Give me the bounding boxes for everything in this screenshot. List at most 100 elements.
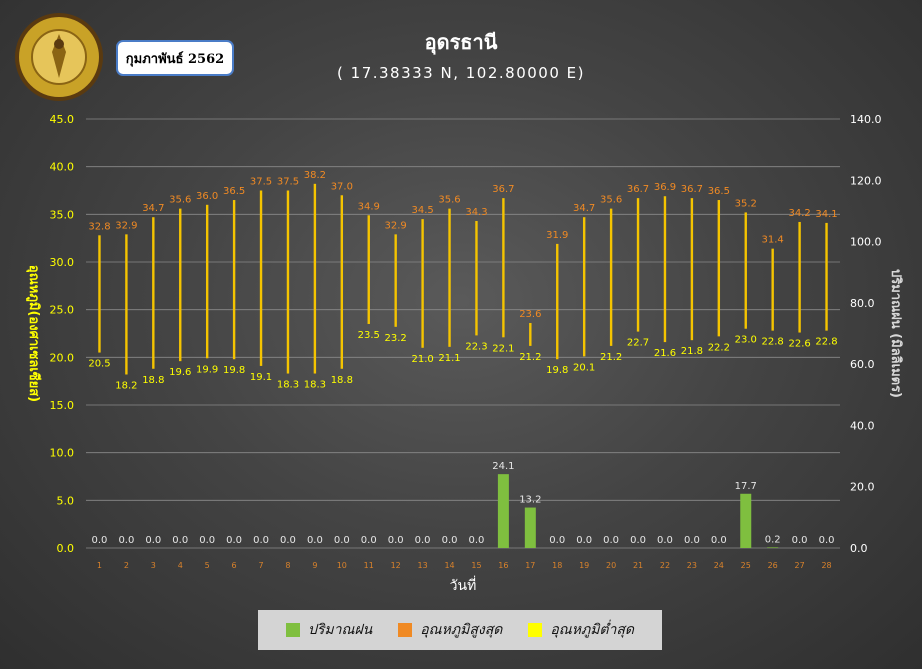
rain-bar <box>524 507 536 548</box>
x-axis-tick-label: 5 <box>205 561 210 570</box>
right-axis-tick-label: 80.0 <box>850 297 875 310</box>
legend-swatch-max <box>398 623 413 637</box>
rain-data-label: 0.0 <box>92 535 108 546</box>
rain-data-label: 0.0 <box>549 535 565 546</box>
temperature-range-bar <box>313 183 317 374</box>
max-temp-label: 37.0 <box>331 181 353 192</box>
max-temp-label: 38.2 <box>304 170 326 181</box>
x-axis-tick-label: 24 <box>714 561 724 570</box>
min-temp-label: 21.0 <box>411 354 433 365</box>
max-temp-label: 34.9 <box>358 201 380 212</box>
legend-item-rain: ปริมาณฝน <box>285 619 373 641</box>
rain-data-label: 0.0 <box>630 535 646 546</box>
temperature-range-bar <box>690 198 694 341</box>
temperature-range-bar <box>394 234 397 327</box>
max-temp-label: 32.9 <box>385 220 407 231</box>
min-temp-label: 19.8 <box>223 365 245 376</box>
temperature-range-bar <box>448 208 451 347</box>
rain-data-label: 0.0 <box>442 535 458 546</box>
max-temp-label: 36.5 <box>223 186 245 197</box>
left-axis-tick-label: 40.0 <box>50 161 75 174</box>
min-temp-label: 21.2 <box>600 352 622 363</box>
rain-data-label: 0.0 <box>684 535 700 546</box>
x-axis-tick-label: 9 <box>312 561 317 570</box>
chart-subtitle: ( 17.38333 N, 102.80000 E) <box>337 64 585 82</box>
max-temp-label: 34.5 <box>411 205 433 216</box>
left-axis-tick-label: 30.0 <box>50 256 75 269</box>
right-axis-tick-label: 100.0 <box>850 236 882 249</box>
x-axis-tick-label: 2 <box>124 561 129 570</box>
max-temp-label: 34.7 <box>573 203 595 214</box>
legend-label-min: อุณหภูมิต่ำสุด <box>550 622 635 638</box>
min-temp-label: 22.1 <box>492 343 514 354</box>
left-axis-tick-label: 35.0 <box>50 208 75 221</box>
rain-data-label: 0.0 <box>657 535 673 546</box>
right-axis-tick-label: 40.0 <box>850 419 875 432</box>
chart-title: อุดรธานี <box>424 30 498 54</box>
rain-data-label: 0.0 <box>792 535 808 546</box>
min-temp-label: 23.0 <box>735 335 757 346</box>
x-axis-tick-label: 27 <box>795 561 805 570</box>
min-temp-label: 18.2 <box>115 380 137 391</box>
legend-swatch-min <box>528 623 543 637</box>
max-temp-label: 37.5 <box>277 177 299 188</box>
left-axis-tick-label: 0.0 <box>57 542 75 555</box>
temperature-range-bar <box>259 190 263 366</box>
max-temp-label: 35.2 <box>735 198 757 209</box>
x-axis-tick-label: 20 <box>606 561 616 570</box>
min-temp-label: 22.8 <box>815 337 837 348</box>
meteorological-department-logo <box>14 12 104 102</box>
temperature-range-bar <box>367 215 370 324</box>
temperature-range-bar <box>475 221 478 336</box>
x-axis-tick-label: 19 <box>579 561 589 570</box>
temperature-range-bar <box>663 196 667 343</box>
temperature-range-bar <box>609 208 613 346</box>
min-temp-label: 19.1 <box>250 372 272 383</box>
right-axis-tick-label: 0.0 <box>850 542 868 555</box>
min-temp-label: 21.8 <box>681 346 703 357</box>
temperature-range-bar <box>717 200 721 337</box>
legend-swatch-rain <box>285 623 300 637</box>
max-temp-label: 31.4 <box>762 235 784 246</box>
temperature-range-bar <box>98 235 101 353</box>
temperature-range-bar <box>179 208 182 362</box>
min-temp-label: 18.8 <box>142 375 164 386</box>
max-temp-label: 36.7 <box>627 184 649 195</box>
temperature-range-bar <box>502 198 505 338</box>
min-temp-label: 23.2 <box>385 333 407 344</box>
rain-data-label: 0.2 <box>765 534 781 545</box>
chart-legend: ปริมาณฝน อุณหภูมิสูงสุด อุณหภูมิต่ำสุด <box>258 610 662 650</box>
temperature-range-bar <box>340 195 344 369</box>
rain-data-label: 0.0 <box>226 535 242 546</box>
rain-data-label: 0.0 <box>199 535 215 546</box>
x-axis-tick-label: 16 <box>498 561 508 570</box>
max-temp-label: 35.6 <box>600 195 622 206</box>
min-temp-label: 20.5 <box>88 359 110 370</box>
max-temp-label: 37.5 <box>250 177 272 188</box>
x-axis-tick-label: 3 <box>151 561 156 570</box>
rain-data-label: 24.1 <box>492 461 514 472</box>
temperature-range-bar <box>636 198 640 332</box>
temperature-range-bar <box>556 243 559 360</box>
left-axis-tick-label: 45.0 <box>50 113 75 126</box>
x-axis-tick-label: 13 <box>418 561 428 570</box>
rain-data-label: 0.0 <box>253 535 269 546</box>
x-axis-tick-label: 15 <box>471 561 481 570</box>
max-temp-label: 23.6 <box>519 309 541 320</box>
rain-data-label: 17.7 <box>735 481 757 492</box>
rain-data-label: 0.0 <box>603 535 619 546</box>
x-axis-tick-label: 1 <box>97 561 102 570</box>
max-temp-label: 31.9 <box>546 230 568 241</box>
min-temp-label: 22.6 <box>788 339 810 350</box>
rain-data-label: 0.0 <box>280 535 296 546</box>
temperature-range-bar <box>744 212 747 329</box>
right-axis-tick-label: 20.0 <box>850 481 875 494</box>
left-axis-tick-label: 25.0 <box>50 304 75 317</box>
min-temp-label: 22.3 <box>465 341 487 352</box>
temperature-range-bar <box>825 222 828 331</box>
temperature-range-bar <box>582 217 586 357</box>
rain-data-label: 0.0 <box>172 535 188 546</box>
right-axis-tick-label: 60.0 <box>850 358 875 371</box>
legend-label-rain: ปริมาณฝน <box>307 622 373 638</box>
